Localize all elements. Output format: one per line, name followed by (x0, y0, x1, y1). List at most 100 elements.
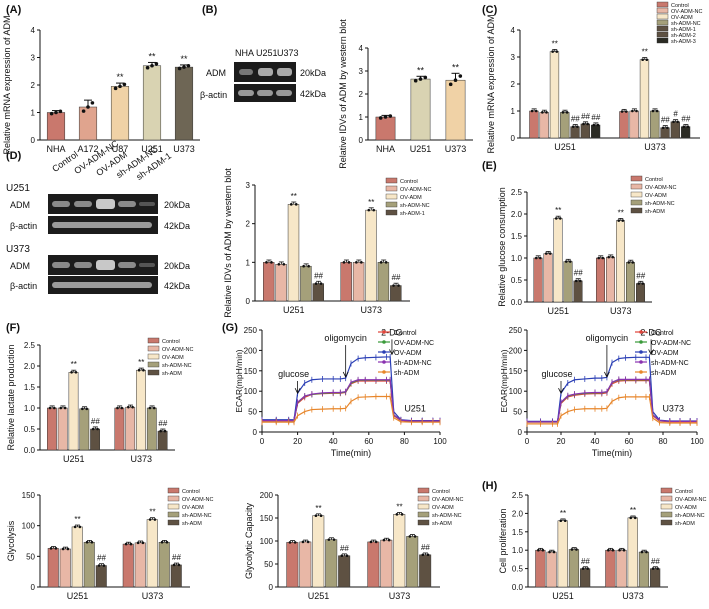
chart-G2-legend-marker (639, 350, 643, 354)
chart-Cap-dot (345, 554, 349, 558)
chart-Cap-dot (426, 553, 430, 557)
chart-H-legend-swatch (660, 503, 673, 510)
chart-H-bar (546, 551, 557, 588)
chart-G2-ytick-label: 0 (518, 428, 523, 437)
chart-H-dot (611, 548, 615, 552)
chart-C-legend-label: Control (671, 3, 689, 9)
chart-C-ytick-label: 2 (511, 80, 516, 89)
chart-H-ylabel: Cell proliferation (498, 508, 508, 573)
chart-C-sig: ## (571, 115, 580, 124)
chart-E-bar (626, 262, 635, 303)
chart-Cap-legend-swatch (417, 511, 430, 518)
chart-E-dot (544, 252, 548, 255)
chart-C-dot (655, 109, 659, 113)
chart-Cap-legend-label: Control (432, 489, 450, 495)
chart-G2-xtick-label: 60 (625, 437, 634, 446)
chart-G2-ytick-label: 100 (509, 387, 523, 396)
chart-C-bar (560, 112, 570, 139)
chart-G1-annotation: 2-DG (381, 327, 403, 337)
chart-C-dot (561, 111, 565, 114)
chart-D-ytick-label: 0 (246, 297, 251, 306)
chart-C-bar (619, 111, 629, 139)
chart-G2-ytick-label: 200 (509, 346, 523, 355)
chart-Glyco-bar (170, 564, 182, 588)
chart-G2-legend-marker (639, 330, 643, 334)
blot-d-u373-adm-size: 20kDa (164, 261, 191, 271)
chart-Cap-bar (393, 514, 406, 588)
chart-Glyco-sig: ## (97, 554, 106, 563)
chart-F-bar (114, 407, 125, 451)
chart-D-bar (275, 264, 287, 302)
chart-Cap-ylabel: Glycolytic Capacity (244, 502, 254, 579)
chart-H-legend-label: OV-ADM (675, 505, 697, 511)
chart-G1-legend-label: OV-ADM (394, 350, 422, 357)
chart-Glyco-dot (78, 525, 82, 529)
chart-Cap-legend-label: sh-ADM (432, 521, 452, 527)
chart-Glyco-dot (61, 547, 65, 551)
chart-F-dot (131, 405, 134, 409)
chart-C-bar (529, 110, 539, 139)
chart-A-ytick-label: 2 (31, 81, 36, 90)
chart-F-dot (48, 406, 52, 410)
chart-G2-ylabel: ECAR(mpH/min) (499, 349, 509, 412)
chart-G1-ytick-label: 50 (248, 408, 257, 417)
chart-G2-ytick-label: 150 (509, 367, 523, 376)
chart-G2-annotation: 2-DG (640, 327, 662, 337)
chart-B-sig: ** (452, 62, 460, 72)
chart-E-legend-swatch (630, 191, 643, 198)
chart-A-xtick-label: U373 (173, 144, 195, 154)
chart-Glyco-bar (71, 526, 83, 588)
blot-d-u251-actin: β-actin (10, 221, 38, 231)
chart-H-dot (541, 548, 545, 552)
chart-G2-legend-marker (639, 360, 643, 364)
chart-A-dot (145, 65, 150, 70)
chart-G2-ytick-label: 50 (513, 408, 522, 417)
chart-H-dot (581, 567, 585, 570)
chart-Cap-dot (288, 541, 292, 544)
chart-F-bar (125, 406, 136, 451)
chart-Glyco-bar (47, 548, 59, 588)
chart-H-dot (651, 567, 655, 570)
chart-F-bar (47, 407, 57, 451)
chart-H-dot (640, 550, 644, 554)
chart-H-xtick-label: U373 (622, 591, 644, 601)
chart-C-ytick-label: 0 (511, 134, 516, 143)
chart-F-bar (79, 408, 90, 451)
chart-E-bar (543, 253, 553, 303)
chart-D-dot (367, 208, 371, 212)
chart-H-legend-label: sh-ADM-NC (675, 513, 705, 519)
chart-F-dot (159, 429, 162, 433)
blot-d-u373-actin: β-actin (10, 281, 38, 291)
chart-E-bar (616, 220, 625, 303)
chart-E-ytick-label: 0.5 (511, 276, 523, 285)
chart-Cap-dot (374, 540, 378, 544)
chart-D-ytick-label: 1 (246, 258, 251, 267)
chart-A-xtick-label: A172 (77, 144, 98, 154)
chart-D-bar (365, 209, 377, 302)
chart-Cap-bar (312, 515, 325, 588)
chart-Glyco-legend-swatch (167, 519, 180, 526)
chart-G2-arrowhead (558, 388, 564, 395)
chart-B-dot (453, 78, 458, 82)
panel-tag-f: (F) (6, 322, 21, 334)
chart-E-dot (597, 256, 601, 260)
chart-B-ytick-label: 3 (359, 67, 364, 76)
chart-G2-legend-label: sh-ADM-NC (651, 360, 689, 367)
chart-Cap-dot (395, 513, 399, 516)
chart-H-dot (570, 548, 574, 551)
chart-A-dot (81, 109, 86, 113)
chart-C-dot (586, 122, 589, 126)
chart-H-dot (607, 548, 610, 552)
chart-C-dot (672, 120, 675, 124)
chart-C-bar (539, 112, 549, 139)
chart-F-sig: ## (158, 419, 167, 428)
chart-H-legend-swatch (660, 487, 673, 494)
chart-C-dot (666, 126, 669, 130)
chart-Glyco-dot (85, 540, 89, 544)
chart-C-bar (680, 126, 691, 139)
chart-C-bar (650, 110, 660, 139)
chart-F-xtick-label: U373 (130, 454, 152, 464)
chart-A-xtick-label: U251 (141, 144, 163, 154)
chart-D-dot (372, 208, 376, 212)
chart-G1-ylabel: ECAR(mpH/min) (234, 349, 244, 412)
